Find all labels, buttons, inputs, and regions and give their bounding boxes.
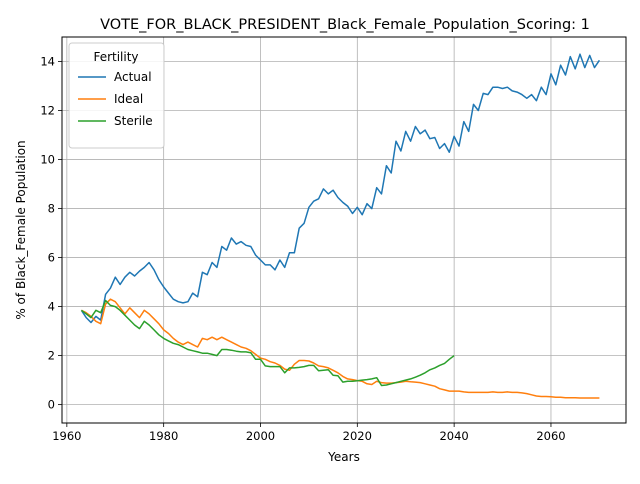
y-tick-label: 10 xyxy=(40,153,55,167)
y-tick-label: 14 xyxy=(40,55,55,69)
y-tick-label: 0 xyxy=(48,398,55,412)
x-axis-label: Years xyxy=(327,450,360,464)
series-line-sterile xyxy=(80,299,455,387)
x-axis: 1960 1980 2000 2020 2040 2060 xyxy=(52,423,566,443)
x-tick-label: 2060 xyxy=(536,429,565,443)
y-tick-label: 12 xyxy=(40,104,55,118)
legend-entry-ideal: Ideal xyxy=(78,92,143,106)
series-line-ideal xyxy=(81,298,600,399)
y-tick-label: 2 xyxy=(48,349,55,363)
plot-frame xyxy=(61,36,627,424)
legend-label-ideal: Ideal xyxy=(114,92,143,106)
series-line-actual xyxy=(80,53,601,324)
y-axis: 0 2 4 6 8 10 12 14 xyxy=(40,55,62,412)
series-layer xyxy=(80,53,601,399)
y-axis-label: % of Black_Female Population xyxy=(14,140,28,319)
legend-title: Fertility xyxy=(93,50,138,64)
y-tick-label: 8 xyxy=(48,202,55,216)
legend-entry-sterile: Sterile xyxy=(78,114,153,128)
x-tick-label: 2000 xyxy=(246,429,275,443)
x-tick-label: 2040 xyxy=(439,429,468,443)
x-tick-label: 2020 xyxy=(343,429,372,443)
grid xyxy=(62,37,626,423)
y-tick-label: 6 xyxy=(48,251,55,265)
chart-title: VOTE_FOR_BLACK_PRESIDENT_Black_Female_Po… xyxy=(100,17,590,33)
x-tick-label: 1960 xyxy=(52,429,81,443)
legend-label-sterile: Sterile xyxy=(114,114,153,128)
legend: Fertility Actual Ideal Sterile xyxy=(68,42,165,149)
legend-label-actual: Actual xyxy=(114,70,152,84)
x-tick-label: 1980 xyxy=(149,429,178,443)
legend-entry-actual: Actual xyxy=(78,70,152,84)
y-tick-label: 4 xyxy=(48,300,55,314)
